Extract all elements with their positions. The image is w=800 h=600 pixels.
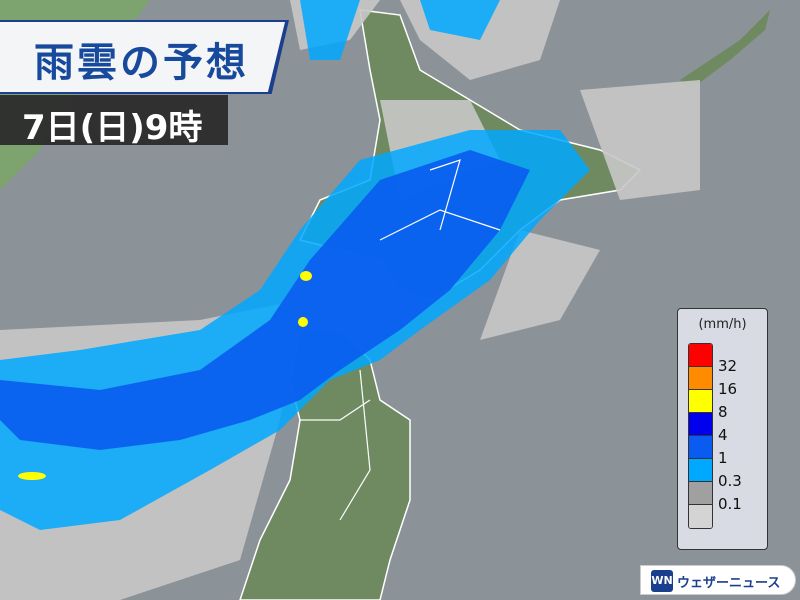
title-banner [0,22,285,92]
boundaries [300,159,501,521]
legend-label: 8 [718,403,728,421]
intense-rain-areas [18,271,312,480]
page-title: 雨雲の予想 [34,40,249,86]
legend-label: 0.1 [718,495,742,513]
heavy-rain-areas [0,150,530,450]
legend-swatches [688,343,713,529]
forecast-time-banner [0,95,228,145]
legend-unit: (mm/h) [698,317,747,332]
legend-swatch [689,344,712,367]
legend-swatch [689,390,712,413]
legend-label: 0.3 [718,472,742,490]
precipitation-legend: (mm/h) 32 16 8 4 1 0.3 0.1 [677,308,768,550]
legend-label: 4 [718,426,728,444]
legend-swatch [689,482,712,505]
legend-swatch [689,505,712,528]
forecast-time: 7日(日)9時 [22,108,203,148]
weathernews-logo: WN ウェザーニュース [640,565,796,595]
legend-swatch [689,367,712,390]
legend-label: 32 [718,357,738,375]
tohoku-land [239,329,411,600]
legend-swatch [689,436,712,459]
legend-swatch [689,459,712,482]
logo-mark-icon: WN [651,570,673,592]
legend-label: 16 [718,380,738,398]
kuril-islands [680,10,770,90]
legend-swatch [689,413,712,436]
logo-text: ウェザーニュース [677,576,781,591]
legend-label: 1 [718,449,728,467]
